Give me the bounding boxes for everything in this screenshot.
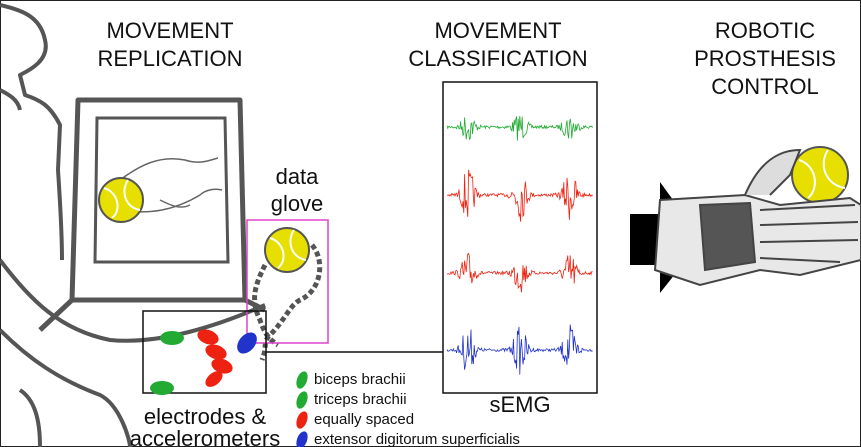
- legend-label: triceps brachii: [314, 391, 407, 408]
- section-title: REPLICATION: [97, 46, 242, 71]
- tennis-ball: [99, 178, 143, 222]
- ball: [99, 178, 143, 222]
- ball: [792, 147, 848, 203]
- glove-label: glove: [271, 191, 324, 216]
- section-title: ROBOTIC: [715, 18, 815, 43]
- legend-label: equally spaced: [314, 411, 414, 428]
- hand-palm: [700, 203, 755, 270]
- section-title: MOVEMENT: [106, 18, 233, 43]
- electrodes-label: accelerometers: [130, 426, 280, 447]
- electrode: [150, 381, 174, 395]
- figure: MOVEMENT REPLICATION MOVEMENT CLASSIFICA…: [0, 0, 861, 447]
- glove-label: data: [276, 164, 320, 189]
- ball: [265, 228, 309, 272]
- legend-label: extensor digitorum superficialis: [314, 431, 520, 447]
- section-title: MOVEMENT: [434, 18, 561, 43]
- legend-label: biceps brachii: [314, 371, 406, 388]
- tennis-ball: [265, 228, 309, 272]
- signal-label: sEMG: [489, 392, 550, 417]
- tennis-ball: [792, 147, 848, 203]
- section-title: CONTROL: [711, 74, 819, 99]
- section-title: PROSTHESIS: [694, 46, 836, 71]
- electrode: [160, 331, 184, 345]
- section-title: CLASSIFICATION: [408, 46, 587, 71]
